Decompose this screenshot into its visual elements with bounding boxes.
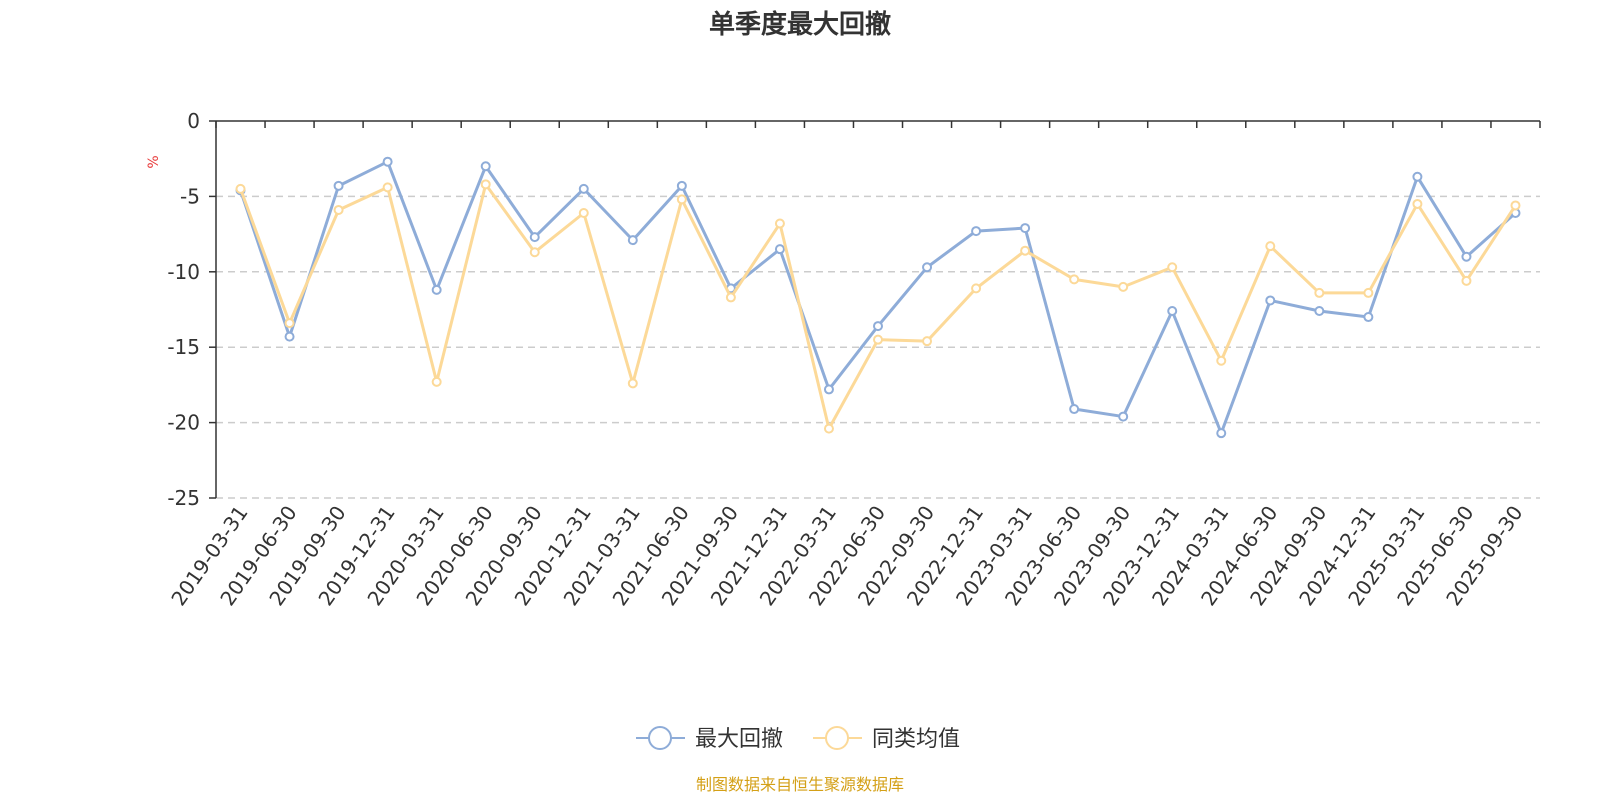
data-point[interactable] [1216, 355, 1227, 366]
y-tick-label: -5 [180, 184, 200, 208]
y-tick-label: -10 [167, 260, 200, 284]
series-layer [235, 156, 1521, 439]
data-point[interactable] [1265, 295, 1276, 306]
data-point[interactable] [971, 226, 982, 237]
data-point[interactable] [529, 247, 540, 258]
y-tick-label: 0 [187, 109, 200, 133]
data-point[interactable] [578, 207, 589, 218]
data-point[interactable] [922, 336, 933, 347]
data-point[interactable] [1412, 198, 1423, 209]
data-point[interactable] [627, 378, 638, 389]
data-point[interactable] [922, 262, 933, 273]
data-point[interactable] [676, 194, 687, 205]
data-point[interactable] [823, 384, 834, 395]
series-0 [235, 156, 1521, 439]
data-point[interactable] [333, 204, 344, 215]
data-point[interactable] [1167, 306, 1178, 317]
data-point[interactable] [431, 376, 442, 387]
series-1 [235, 179, 1521, 434]
legend-item-category-average[interactable]: 同类均值 [813, 726, 960, 752]
data-point[interactable] [1020, 245, 1031, 256]
chart-title: 单季度最大回撤 [709, 9, 891, 40]
data-point[interactable] [284, 318, 295, 329]
data-point[interactable] [774, 218, 785, 229]
data-point[interactable] [284, 331, 295, 342]
y-tick-label: -20 [167, 411, 200, 435]
data-point[interactable] [480, 179, 491, 190]
data-source-note: 制图数据来自恒生聚源数据库 [696, 775, 904, 794]
legend-label-category-average: 同类均值 [872, 727, 960, 752]
legend-label-max-drawdown: 最大回撤 [695, 727, 783, 752]
data-point[interactable] [774, 244, 785, 255]
legend-circle-icon [648, 726, 672, 750]
data-point[interactable] [1412, 171, 1423, 182]
data-point[interactable] [431, 284, 442, 295]
legend-circle-icon [825, 726, 849, 750]
data-point[interactable] [1363, 287, 1374, 298]
data-point[interactable] [1118, 281, 1129, 292]
data-point[interactable] [1216, 428, 1227, 439]
data-point[interactable] [971, 283, 982, 294]
grid-lines [216, 195, 1540, 499]
data-point[interactable] [1118, 411, 1129, 422]
data-point[interactable] [1314, 306, 1325, 317]
legend-item-max-drawdown[interactable]: 最大回撤 [636, 726, 783, 752]
data-point[interactable] [578, 183, 589, 194]
axes [215, 120, 1540, 498]
data-point[interactable] [235, 183, 246, 194]
data-point[interactable] [1314, 287, 1325, 298]
data-point[interactable] [1069, 404, 1080, 415]
data-point[interactable] [480, 161, 491, 172]
data-point[interactable] [1461, 275, 1472, 286]
data-point[interactable] [333, 180, 344, 191]
data-point[interactable] [1020, 223, 1031, 234]
data-point[interactable] [1069, 274, 1080, 285]
data-point[interactable] [725, 292, 736, 303]
data-point[interactable] [1167, 262, 1178, 273]
data-point[interactable] [873, 321, 883, 332]
data-point[interactable] [676, 180, 687, 191]
data-point[interactable] [1510, 200, 1521, 211]
data-point[interactable] [873, 334, 883, 345]
y-tick-label: -15 [167, 335, 200, 359]
data-point[interactable] [382, 182, 393, 193]
data-point[interactable] [1265, 241, 1276, 252]
y-tick-label: -25 [167, 486, 200, 510]
data-point[interactable] [823, 423, 834, 434]
series-line [239, 160, 1517, 435]
data-point[interactable] [382, 156, 393, 167]
series-line [239, 182, 1517, 431]
legend[interactable]: 最大回撤 同类均值 [636, 726, 960, 752]
data-point[interactable] [1363, 312, 1374, 323]
y-axis-unit-label: % [146, 155, 162, 168]
y-axis-ticks: 0 -5 -10 -15 -20 -25 [167, 109, 216, 510]
data-point[interactable] [627, 235, 638, 246]
data-point[interactable] [1461, 251, 1472, 262]
data-point[interactable] [529, 232, 540, 243]
